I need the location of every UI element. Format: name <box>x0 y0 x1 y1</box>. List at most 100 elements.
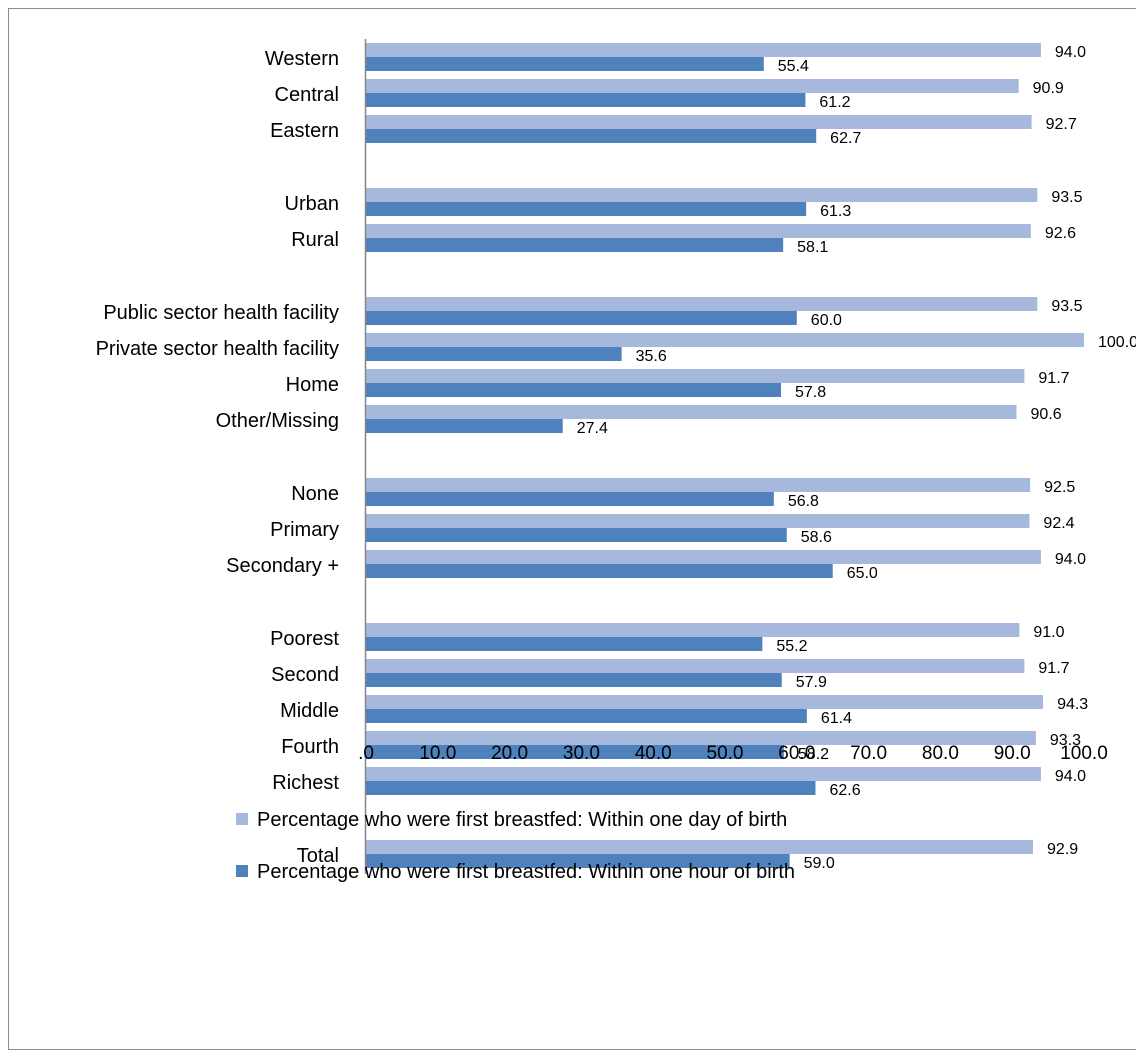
bar-day <box>366 79 1019 93</box>
bar-day <box>366 659 1025 673</box>
x-tick-label: 50.0 <box>707 743 744 764</box>
data-label-day: 92.9 <box>1047 841 1078 858</box>
data-label-day: 93.3 <box>1050 732 1081 749</box>
category-label: Middle <box>280 700 339 722</box>
bar-hour <box>366 564 833 578</box>
category-label: Eastern <box>270 120 339 142</box>
data-label-hour: 56.8 <box>788 493 819 510</box>
data-label-day: 90.6 <box>1031 406 1062 423</box>
bar-day <box>366 623 1020 637</box>
x-tick-label: 10.0 <box>419 743 456 764</box>
category-label: Poorest <box>270 628 339 650</box>
bar-hour <box>366 637 763 651</box>
legend-swatch <box>236 865 248 877</box>
bar-day <box>366 731 1036 745</box>
bar-day <box>366 405 1017 419</box>
category-label: Primary <box>270 519 339 541</box>
data-label-hour: 55.2 <box>776 638 807 655</box>
data-label-hour: 58.1 <box>797 239 828 256</box>
bar-hour <box>366 854 790 868</box>
data-label-hour: 57.9 <box>796 674 827 691</box>
legend-label: Percentage who were first breastfed: Wit… <box>257 861 795 883</box>
data-label-day: 94.0 <box>1055 44 1086 61</box>
data-label-day: 90.9 <box>1033 80 1064 97</box>
data-label-hour: 55.4 <box>778 58 809 75</box>
data-label-day: 93.5 <box>1051 189 1082 206</box>
data-label-hour: 60.0 <box>811 312 842 329</box>
data-label-day: 92.7 <box>1046 116 1077 133</box>
bar-day <box>366 550 1041 564</box>
chart-frame: 94.0 55.4 Western 90.9 61.2 Central 92.7 62.7 Ea… <box>8 8 1136 1050</box>
bar-hour <box>366 93 806 107</box>
category-label: None <box>291 483 339 505</box>
category-label: Other/Missing <box>216 410 339 432</box>
bar-hour <box>366 745 784 759</box>
data-label-day: 92.6 <box>1045 225 1076 242</box>
x-tick-label: 40.0 <box>635 743 672 764</box>
bar-day <box>366 188 1038 202</box>
bar-day <box>366 840 1034 854</box>
x-tick-label: 20.0 <box>491 743 528 764</box>
data-label-day: 92.4 <box>1043 515 1074 532</box>
category-label: Urban <box>285 193 339 215</box>
category-label: Home <box>286 374 339 396</box>
category-label: Total <box>297 845 339 867</box>
bar-day <box>366 333 1084 347</box>
data-label-hour: 58.6 <box>801 529 832 546</box>
data-label-hour: 59.0 <box>804 855 835 872</box>
x-tick-label: 80.0 <box>922 743 959 764</box>
bar-day <box>366 115 1032 129</box>
bar-hour <box>366 781 816 795</box>
data-label-day: 100.0 <box>1098 334 1136 351</box>
bar-day <box>366 478 1031 492</box>
bar-hour <box>366 311 797 325</box>
bar-chart: 94.0 55.4 Western 90.9 61.2 Central 92.7 62.7 Ea… <box>96 39 1136 883</box>
category-label: Richest <box>272 772 339 794</box>
data-label-day: 91.7 <box>1038 370 1069 387</box>
bar-day <box>366 695 1044 709</box>
data-label-hour: 58.2 <box>798 746 829 763</box>
x-tick-label: 30.0 <box>563 743 600 764</box>
category-label: Private sector health facility <box>96 338 339 360</box>
data-label-hour: 27.4 <box>577 420 608 437</box>
bar-day <box>366 224 1031 238</box>
x-tick-label: 90.0 <box>994 743 1031 764</box>
data-label-hour: 62.6 <box>829 782 860 799</box>
category-label: Fourth <box>281 736 339 758</box>
x-tick-label: .0 <box>358 743 374 764</box>
bar-hour <box>366 528 787 542</box>
bar-day <box>366 369 1025 383</box>
data-label-day: 94.0 <box>1055 768 1086 785</box>
category-label: Western <box>265 48 339 70</box>
legend-swatch <box>236 813 248 825</box>
bar-hour <box>366 347 622 361</box>
bar-day <box>366 43 1041 57</box>
bar-hour <box>366 129 817 143</box>
data-label-day: 91.0 <box>1033 624 1064 641</box>
data-label-day: 93.5 <box>1051 298 1082 315</box>
bar-hour <box>366 492 774 506</box>
data-label-hour: 61.3 <box>820 203 851 220</box>
data-label-hour: 61.4 <box>821 710 852 727</box>
bar-hour <box>366 709 807 723</box>
data-label-day: 94.3 <box>1057 696 1088 713</box>
data-label-hour: 62.7 <box>830 130 861 147</box>
x-tick-label: 70.0 <box>850 743 887 764</box>
legend-label: Percentage who were first breastfed: Wit… <box>257 809 787 831</box>
bar-hour <box>366 673 782 687</box>
x-tick-label: 100.0 <box>1060 743 1108 764</box>
bar-hour <box>366 238 784 252</box>
category-label: Secondary + <box>226 555 339 577</box>
bar-day <box>366 297 1038 311</box>
data-label-hour: 57.8 <box>795 384 826 401</box>
bar-hour <box>366 57 764 71</box>
category-label: Central <box>275 84 339 106</box>
x-tick-label: 60.0 <box>778 743 815 764</box>
data-label-hour: 65.0 <box>847 565 878 582</box>
data-label-hour: 35.6 <box>636 348 667 365</box>
bar-hour <box>366 383 782 397</box>
bar-day <box>366 767 1041 781</box>
category-label: Public sector health facility <box>103 302 339 324</box>
category-label: Rural <box>291 229 339 251</box>
category-label: Second <box>271 664 339 686</box>
